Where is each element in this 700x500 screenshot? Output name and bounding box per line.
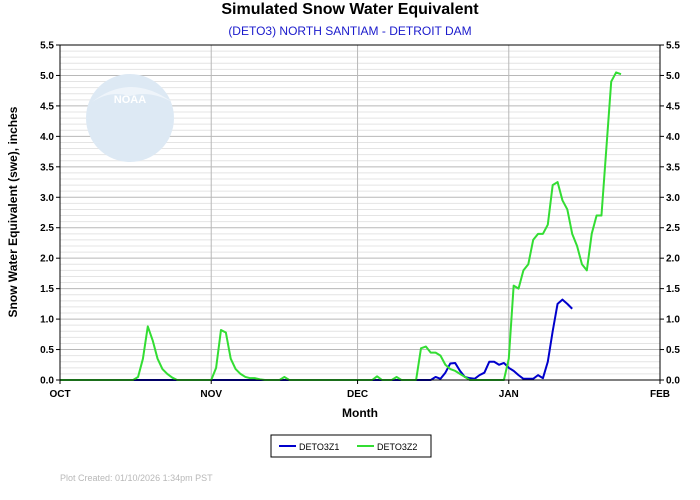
y-axis-label: Snow Water Equivalent (swe), inches bbox=[6, 106, 20, 317]
y-tick-label-right: 5.0 bbox=[666, 71, 680, 82]
x-tick-label: NOV bbox=[200, 389, 222, 400]
y-tick-label-left: 0.0 bbox=[40, 376, 54, 387]
y-tick-label-left: 1.0 bbox=[40, 315, 54, 326]
y-tick-label-right: 0.5 bbox=[666, 345, 680, 356]
y-tick-label-left: 5.0 bbox=[40, 71, 54, 82]
y-tick-label-right: 4.5 bbox=[666, 101, 680, 112]
y-tick-label-left: 3.0 bbox=[40, 193, 54, 204]
noaa-logo-watermark: NOAA bbox=[86, 74, 174, 162]
x-tick-label: JAN bbox=[499, 389, 519, 400]
x-axis-ticks: OCT NOV DEC JAN FEB bbox=[49, 380, 670, 400]
grid-lines bbox=[60, 45, 660, 380]
y-tick-label-right: 1.0 bbox=[666, 315, 680, 326]
plot-frame bbox=[59, 44, 661, 381]
plot-created-footer: Plot Created: 01/10/2026 1:34pm PST bbox=[60, 473, 213, 483]
y-tick-label-right: 2.5 bbox=[666, 223, 680, 234]
y-axis-right-ticks: 0.0 0.5 1.0 1.5 2.0 2.5 3.0 3.5 4.0 4.5 5.0 5.5 bbox=[660, 41, 680, 387]
y-tick-label-left: 4.5 bbox=[40, 101, 54, 112]
y-tick-label-left: 1.5 bbox=[40, 284, 54, 295]
y-tick-label-left: 3.5 bbox=[40, 162, 54, 173]
y-tick-label-left: 0.5 bbox=[40, 345, 54, 356]
chart-subtitle: (DETO3) NORTH SANTIAM - DETROIT DAM bbox=[228, 24, 472, 38]
x-tick-label: OCT bbox=[49, 389, 70, 400]
y-tick-label-left: 2.5 bbox=[40, 223, 54, 234]
noaa-logo-text: NOAA bbox=[114, 94, 146, 106]
data-series bbox=[60, 71, 622, 381]
chart-title: Simulated Snow Water Equivalent bbox=[221, 1, 479, 18]
y-tick-label-right: 3.0 bbox=[666, 193, 680, 204]
noaa-logo-bird-shape bbox=[92, 87, 172, 102]
legend-label-deto3z2: DETO3Z2 bbox=[377, 442, 417, 452]
y-axis-left-ticks: 0.0 0.5 1.0 1.5 2.0 2.5 3.0 3.5 4.0 4.5 5.0 5.5 bbox=[40, 41, 60, 387]
x-tick-label: DEC bbox=[347, 389, 368, 400]
y-tick-label-right: 3.5 bbox=[666, 162, 680, 173]
y-tick-label-left: 5.5 bbox=[40, 41, 54, 52]
y-tick-label-right: 4.0 bbox=[666, 132, 680, 143]
y-tick-label-right: 2.0 bbox=[666, 254, 680, 265]
legend: DETO3Z1 DETO3Z2 bbox=[270, 434, 432, 458]
series-line-deto3z2 bbox=[60, 71, 622, 381]
x-axis-label: Month bbox=[342, 406, 378, 420]
noaa-logo-circle bbox=[86, 74, 174, 162]
y-tick-label-right: 0.0 bbox=[666, 376, 680, 387]
y-tick-label-right: 5.5 bbox=[666, 41, 680, 52]
legend-box bbox=[270, 434, 432, 458]
y-tick-label-left: 2.0 bbox=[40, 254, 54, 265]
x-tick-label: FEB bbox=[650, 389, 670, 400]
series-line-deto3z1 bbox=[60, 298, 573, 381]
legend-label-deto3z1: DETO3Z1 bbox=[299, 442, 339, 452]
y-tick-label-left: 4.0 bbox=[40, 132, 54, 143]
y-tick-label-right: 1.5 bbox=[666, 284, 680, 295]
